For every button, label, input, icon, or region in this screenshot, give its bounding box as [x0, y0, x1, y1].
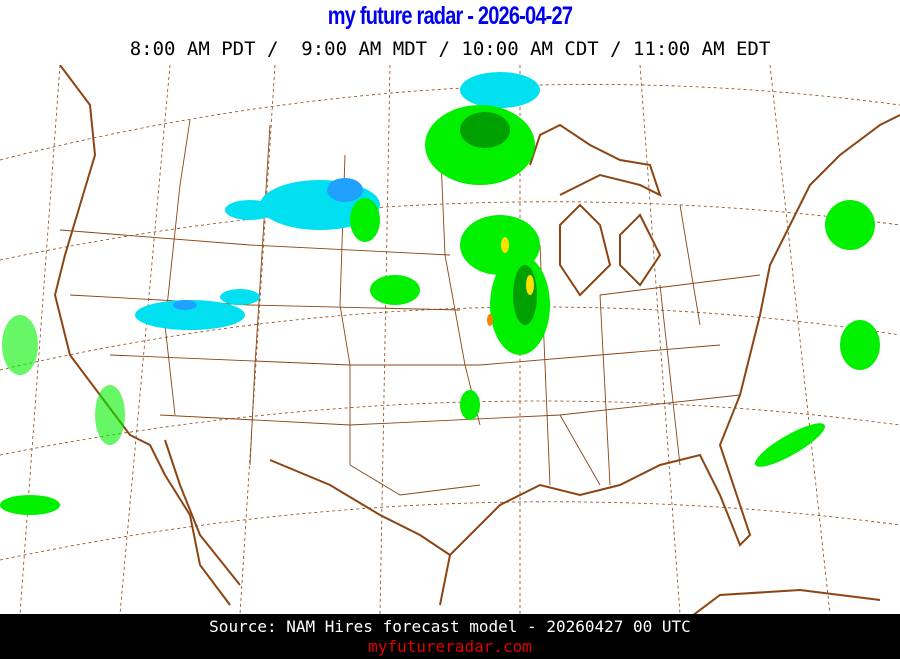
- radar-rain: [0, 105, 880, 515]
- radar-map: [0, 65, 900, 614]
- page-title: my future radar - 2026-04-27: [327, 2, 573, 30]
- footer: Source: NAM Hires forecast model - 20260…: [0, 614, 900, 659]
- source-text: Source: NAM Hires forecast model - 20260…: [209, 617, 691, 636]
- radar-snow: [135, 72, 540, 330]
- site-link[interactable]: myfutureradar.com: [368, 637, 532, 656]
- coastline-and-borders: [53, 65, 900, 614]
- valid-times: 8:00 AM PDT / 9:00 AM MDT / 10:00 AM CDT…: [129, 38, 771, 60]
